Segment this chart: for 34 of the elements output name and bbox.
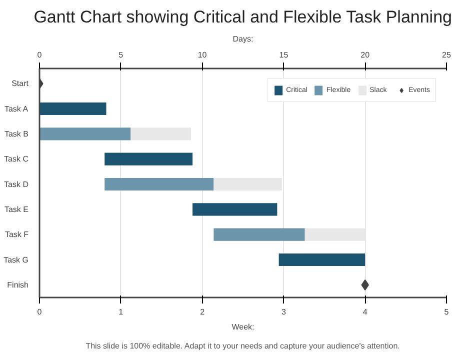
y-tick-label: Task E <box>4 204 29 214</box>
y-tick-label: Finish <box>7 280 29 290</box>
bar <box>214 228 305 241</box>
y-tick-label: Task G <box>4 255 29 264</box>
x2-tick-label: 2 <box>200 308 206 316</box>
bar <box>192 203 278 216</box>
x2-tick-label: 0 <box>37 308 42 316</box>
x-tick-label: 25 <box>442 50 452 60</box>
y-tick-label: Task B <box>4 129 29 138</box>
x2-tick-label: 3 <box>281 308 286 316</box>
text: This slide is 100% editable. Adapt it to your needs and capture your audience's attention. <box>86 342 400 350</box>
bar <box>104 178 214 191</box>
y-tick-label: Task C <box>4 154 29 164</box>
x2-axis-title: Week: <box>232 322 254 332</box>
x-tick-label: 20 <box>360 50 370 60</box>
y-tick-label: Start <box>12 79 30 88</box>
bar <box>130 128 191 140</box>
bar <box>40 128 131 140</box>
bar <box>40 102 106 116</box>
x-tick-label: 15 <box>279 50 289 60</box>
bar <box>278 253 366 266</box>
x2-tick-label: 4 <box>362 308 368 316</box>
x-tick-label: 5 <box>118 50 124 60</box>
y-tick-label: Task D <box>4 180 29 189</box>
x-tick-label: 0 <box>37 50 42 60</box>
y-tick-label: Task A <box>4 104 29 114</box>
x2-tick-label: 5 <box>444 308 450 316</box>
y-tick-label: Task F <box>4 230 29 240</box>
bar <box>104 152 193 166</box>
chart-title: Gantt Chart showing Critical and Flexible Task Planning <box>34 8 452 26</box>
x-axis-title: Days: <box>232 34 254 44</box>
x2-tick-label: 1 <box>118 308 124 316</box>
x-tick-label: 10 <box>198 50 208 60</box>
bar <box>214 178 282 191</box>
